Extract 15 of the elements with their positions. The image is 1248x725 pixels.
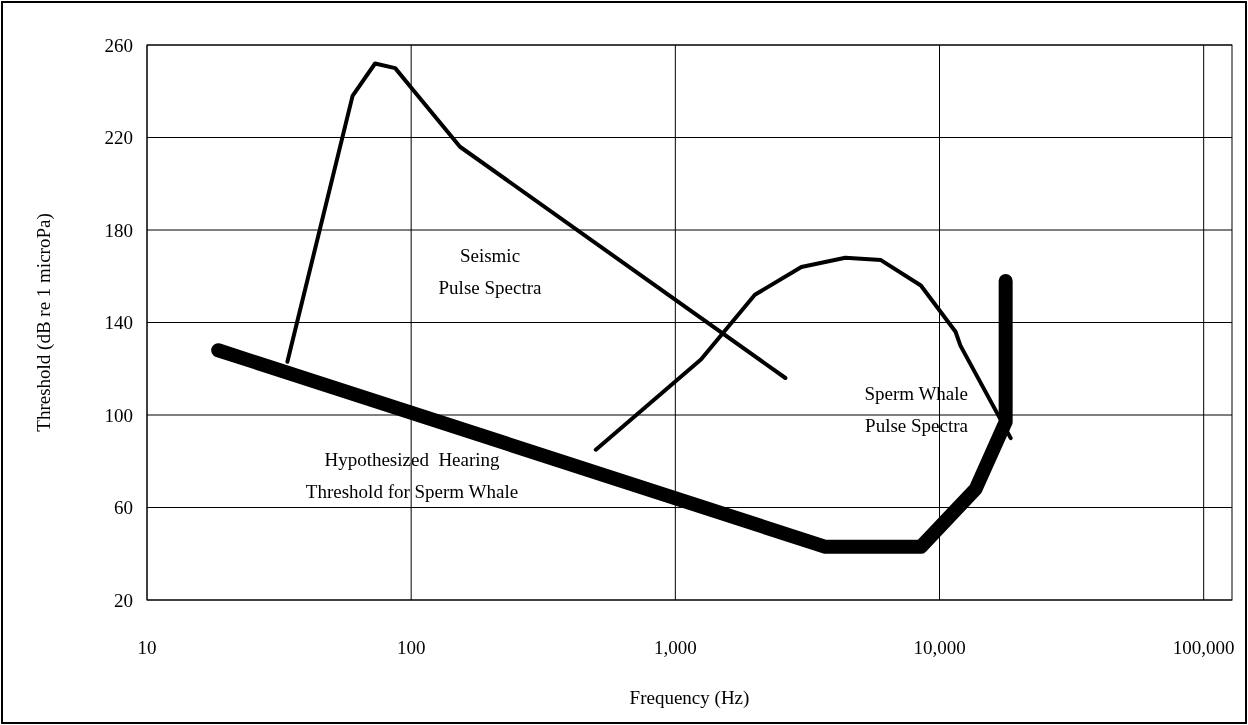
x-tick-label: 100,000: [1172, 637, 1235, 658]
y-tick-label: 180: [104, 219, 133, 241]
x-tick-label: 100: [396, 637, 426, 658]
x-tick-label: 10,000: [913, 637, 966, 658]
y-tick-label: 20: [114, 589, 133, 611]
y-tick-label: 140: [104, 312, 133, 334]
series-label: Seismic Pulse Spectra: [438, 245, 543, 298]
y-axis-title: Threshold (dB re 1 microPa): [33, 213, 55, 432]
x-tick-label: 1,000: [653, 637, 697, 658]
x-axis-title: Frequency (Hz): [629, 687, 750, 709]
y-tick-label: 260: [104, 34, 133, 56]
y-tick-label: 60: [114, 497, 133, 519]
x-tick-label: 10: [137, 637, 157, 658]
y-tick-label: 100: [104, 404, 133, 426]
y-tick-label: 220: [104, 127, 133, 149]
